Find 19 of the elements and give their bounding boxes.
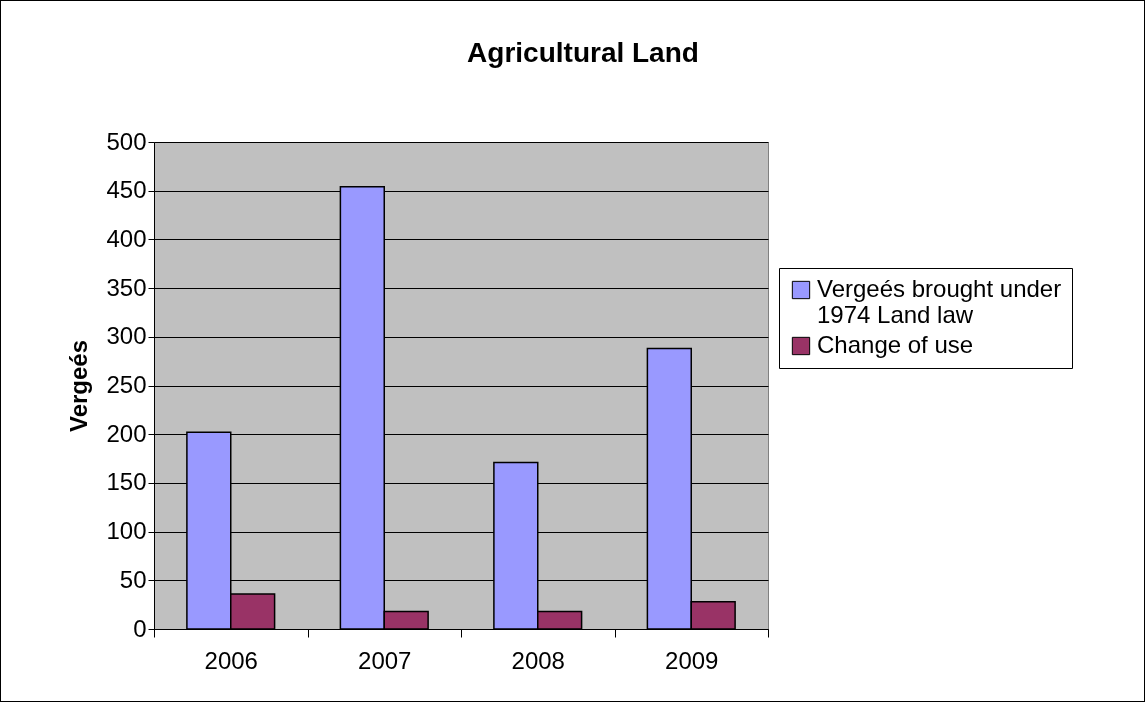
legend-label: Vergeés brought under 1974 Land law [817,275,1062,328]
legend-label: Change of use [817,331,974,358]
x-tick-label: 2006 [204,646,258,674]
y-tick-label: 100 [106,517,147,545]
y-tick-label: 150 [106,468,147,496]
x-tick-label: 2008 [511,646,565,674]
x-tick-label: 2009 [665,646,719,674]
y-axis-title: Vergeés [65,339,93,433]
x-tick-label: 2007 [358,646,412,674]
y-tick-label: 200 [106,419,147,447]
y-tick-label: 400 [106,224,147,252]
y-tick-label: 350 [106,273,147,301]
y-tick-label: 50 [119,565,147,593]
y-tick-label: 0 [133,614,147,642]
y-tick-label: 250 [106,371,147,398]
y-tick-label: 300 [106,322,147,350]
y-tick-label: 500 [106,127,147,155]
y-tick-label: 450 [106,176,147,204]
chart-title: Agricultural Land [467,37,699,68]
